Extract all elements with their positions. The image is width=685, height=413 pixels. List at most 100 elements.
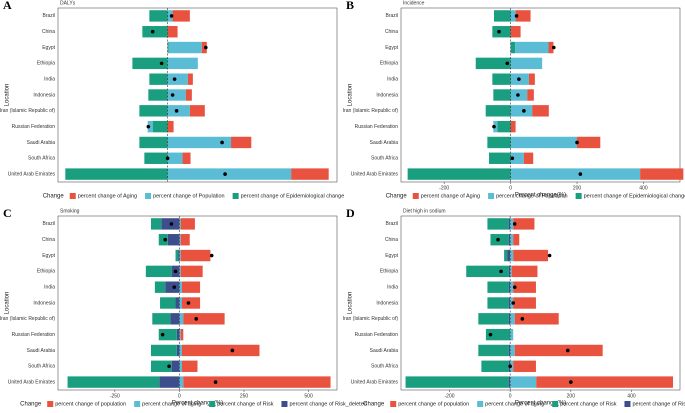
net-change-dot bbox=[514, 14, 519, 18]
net-change-dot bbox=[204, 45, 208, 50]
bar-segment bbox=[510, 234, 514, 246]
category-label: India bbox=[387, 77, 398, 83]
panel-title: Diet high in sodium bbox=[403, 208, 446, 214]
net-change-dot bbox=[522, 109, 526, 113]
bar-segment bbox=[487, 281, 509, 293]
bar-segment bbox=[536, 376, 674, 388]
legend-swatch bbox=[390, 401, 397, 407]
bar-segment bbox=[167, 120, 174, 133]
bar-segment bbox=[508, 281, 511, 293]
category-label: China bbox=[385, 237, 398, 243]
panel-letter: C bbox=[3, 206, 12, 220]
net-change-dot bbox=[511, 301, 516, 305]
legend-swatch bbox=[209, 401, 216, 407]
panel-title: Smoking bbox=[60, 208, 80, 214]
bar-segment bbox=[167, 234, 180, 246]
bar-segment bbox=[510, 41, 516, 54]
x-axis-label: Percent change(%) bbox=[515, 193, 566, 199]
bar-segment bbox=[489, 152, 511, 164]
category-label: Iran (Islamic Republic of) bbox=[343, 108, 399, 114]
net-change-dot bbox=[517, 77, 521, 81]
bar-segment bbox=[511, 265, 538, 278]
bar-segment bbox=[497, 120, 511, 133]
bar-segment bbox=[187, 73, 193, 85]
x-tick-label: 400 bbox=[627, 393, 636, 399]
x-tick-label: 0 bbox=[509, 185, 512, 191]
category-label: South Africa bbox=[371, 364, 398, 370]
category-label: Indonesia bbox=[33, 92, 55, 98]
category-label: Russian Federation bbox=[12, 124, 56, 130]
bar-segment bbox=[180, 234, 190, 246]
net-change-dot bbox=[520, 317, 525, 321]
bar-segment bbox=[510, 265, 512, 278]
category-label: Saudi Arabia bbox=[370, 140, 399, 146]
net-change-dot bbox=[505, 61, 510, 66]
panel-title: Incidence bbox=[403, 0, 425, 6]
bar-segment bbox=[291, 168, 329, 180]
bar-segment bbox=[407, 168, 511, 180]
x-tick-label: 0 bbox=[509, 393, 512, 399]
legend-swatch bbox=[145, 193, 152, 199]
category-label: India bbox=[387, 285, 398, 291]
legend-swatch bbox=[575, 193, 582, 199]
bar-segment bbox=[523, 152, 534, 164]
bar-segment bbox=[180, 265, 203, 278]
bar-segment bbox=[487, 218, 509, 230]
x-tick-label: 250 bbox=[240, 393, 249, 399]
category-label: Egypt bbox=[42, 45, 55, 51]
bar-segment bbox=[183, 313, 225, 325]
legend-swatch bbox=[134, 401, 141, 407]
legend-label: percent change of Aging bbox=[421, 193, 480, 199]
bar-segment bbox=[179, 376, 184, 388]
category-label: Indonesia bbox=[376, 92, 398, 98]
category-label: Egypt bbox=[42, 253, 55, 259]
net-change-dot bbox=[497, 29, 501, 34]
bar-segment bbox=[508, 218, 511, 230]
x-axis-label: Percent change(%) bbox=[172, 401, 223, 407]
category-label: Iran (Islamic Republic of) bbox=[0, 316, 55, 322]
bar-segment bbox=[640, 168, 684, 180]
category-label: United Arab Emirates bbox=[351, 171, 399, 177]
x-tick-label: 500 bbox=[304, 393, 313, 399]
x-tick-label: -250 bbox=[110, 393, 120, 399]
bar-segment bbox=[183, 376, 331, 388]
net-change-dot bbox=[516, 93, 520, 97]
bar-segment bbox=[170, 313, 180, 325]
plot-border bbox=[57, 7, 338, 183]
bar-segment bbox=[67, 376, 160, 388]
bar-segment bbox=[176, 328, 180, 341]
category-label: Saudi Arabia bbox=[27, 140, 56, 146]
bar-segment bbox=[65, 168, 168, 180]
bar-segment bbox=[510, 10, 516, 22]
legend-label: percent change of Aging bbox=[78, 193, 137, 199]
bar-segment bbox=[158, 328, 177, 341]
category-label: Russian Federation bbox=[12, 332, 56, 338]
bar-segment bbox=[510, 168, 641, 180]
bar-segment bbox=[167, 89, 186, 101]
bar-segment bbox=[182, 344, 260, 357]
panel-letter: B bbox=[346, 0, 354, 12]
net-change-dot bbox=[569, 380, 573, 384]
bar-segment bbox=[532, 105, 549, 117]
bar-segment bbox=[510, 152, 524, 164]
net-change-dot bbox=[508, 364, 512, 369]
legend-label: percent change of population bbox=[55, 401, 126, 407]
net-change-dot bbox=[150, 29, 155, 34]
category-label: Ethiopia bbox=[380, 269, 398, 275]
category-label: South Africa bbox=[371, 156, 398, 162]
legend-label: percent change of aging bbox=[142, 401, 201, 407]
bar-segment bbox=[167, 57, 198, 70]
legend-title: Change bbox=[20, 402, 42, 408]
plot-border bbox=[400, 215, 681, 391]
category-label: Brazil bbox=[42, 13, 55, 19]
bar-segment bbox=[405, 376, 509, 388]
net-change-dot bbox=[146, 124, 151, 129]
legend-label: percent change of Epidemiological change bbox=[241, 193, 345, 199]
category-label: Iran (Islamic Republic of) bbox=[343, 316, 399, 322]
bar-segment bbox=[159, 376, 180, 388]
legend-label: percent change of Risk bbox=[560, 401, 617, 407]
category-label: Saudi Arabia bbox=[370, 348, 399, 354]
net-change-dot bbox=[194, 317, 199, 321]
bar-segment bbox=[167, 168, 292, 180]
